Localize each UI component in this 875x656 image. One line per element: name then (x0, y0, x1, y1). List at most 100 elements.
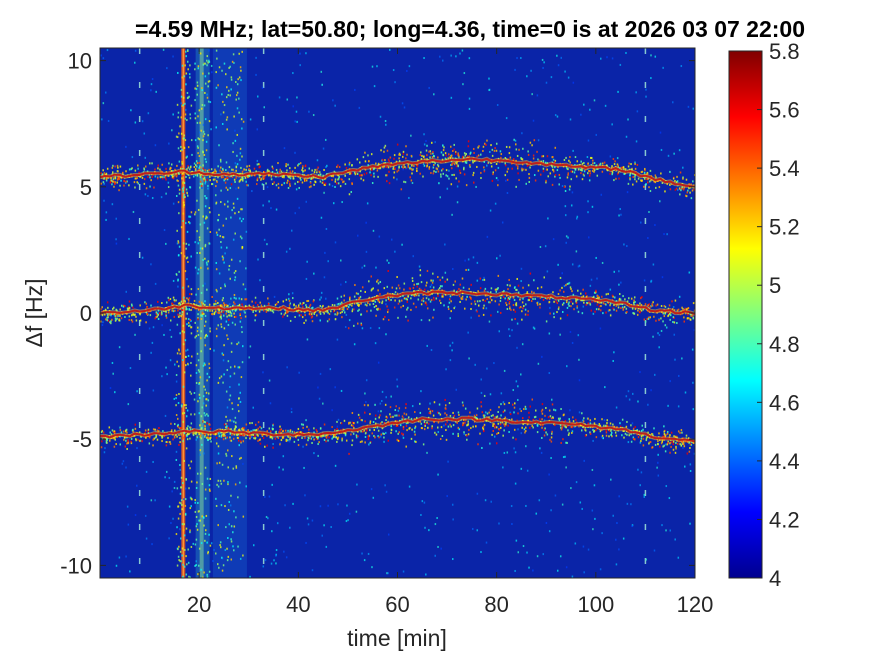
speckle (223, 479, 225, 482)
speckle (537, 287, 539, 290)
speckle (187, 49, 189, 52)
speckle (539, 306, 541, 309)
speckle (203, 452, 205, 455)
speckle (611, 173, 613, 176)
speckle (236, 83, 239, 86)
speckle (483, 304, 485, 307)
speckle (119, 308, 121, 311)
speckle (575, 297, 577, 300)
speckle (383, 287, 386, 290)
speckle (609, 288, 612, 291)
speckle (182, 529, 185, 532)
speckle (614, 168, 617, 171)
speckle (203, 177, 205, 180)
speckle (227, 449, 229, 452)
speckle (177, 111, 180, 114)
speckle (125, 170, 127, 173)
speckle (256, 179, 259, 182)
speckle (206, 64, 208, 67)
speckle (449, 317, 451, 320)
speckle (502, 291, 504, 294)
speckle (346, 304, 348, 307)
speckle (373, 85, 376, 88)
speckle (526, 291, 529, 294)
speckle (313, 452, 315, 455)
speckle (330, 310, 332, 313)
speckle (586, 301, 588, 304)
speckle (228, 523, 230, 526)
speckle (238, 76, 241, 79)
speckle (263, 309, 265, 312)
speckle (292, 502, 294, 505)
speckle (336, 313, 338, 316)
speckle (343, 306, 345, 309)
speckle (232, 174, 235, 177)
speckle (206, 59, 208, 62)
speckle (483, 166, 485, 169)
speckle (370, 153, 373, 156)
speckle (606, 419, 609, 422)
speckle (188, 176, 191, 179)
speckle (199, 165, 201, 168)
speckle (168, 142, 170, 145)
speckle (509, 413, 512, 416)
speckle (534, 179, 537, 182)
speckle (204, 169, 206, 172)
speckle (593, 300, 596, 303)
speckle (206, 477, 209, 480)
speckle (408, 485, 411, 488)
speckle (569, 118, 572, 121)
speckle (472, 171, 475, 174)
speckle (562, 310, 564, 313)
speckle (420, 303, 423, 306)
speckle (465, 419, 467, 422)
speckle (377, 163, 379, 166)
speckle (346, 308, 349, 311)
speckle (200, 437, 203, 440)
speckle (280, 312, 283, 315)
speckle (199, 472, 202, 475)
speckle (397, 169, 400, 172)
speckle (500, 153, 503, 156)
speckle (451, 503, 454, 506)
speckle (341, 178, 343, 181)
speckle (240, 208, 242, 211)
speckle (172, 177, 175, 180)
speckle (103, 310, 105, 313)
speckle (662, 66, 664, 69)
speckle (537, 158, 539, 161)
speckle (360, 322, 363, 325)
speckle (117, 166, 119, 169)
speckle (229, 311, 232, 314)
speckle (298, 162, 300, 165)
speckle (233, 115, 235, 118)
speckle (361, 552, 363, 555)
speckle (285, 438, 288, 441)
speckle (628, 398, 631, 401)
speckle (182, 137, 184, 140)
speckle (129, 367, 132, 370)
speckle (468, 287, 470, 290)
speckle (630, 163, 632, 166)
speckle (175, 533, 178, 536)
speckle (376, 308, 378, 311)
speckle (626, 191, 629, 194)
speckle (382, 165, 385, 168)
speckle (628, 162, 630, 165)
speckle (194, 139, 197, 142)
speckle (344, 326, 347, 329)
speckle (636, 303, 638, 306)
speckle (205, 320, 207, 323)
speckle (342, 308, 344, 311)
speckle (236, 91, 239, 94)
speckle (170, 174, 173, 177)
speckle (160, 170, 162, 173)
speckle (439, 285, 442, 288)
speckle (198, 393, 201, 396)
speckle (232, 467, 235, 470)
speckle (509, 156, 512, 159)
speckle (422, 293, 424, 296)
speckle (429, 156, 431, 159)
speckle (229, 174, 232, 177)
speckle (576, 298, 579, 301)
